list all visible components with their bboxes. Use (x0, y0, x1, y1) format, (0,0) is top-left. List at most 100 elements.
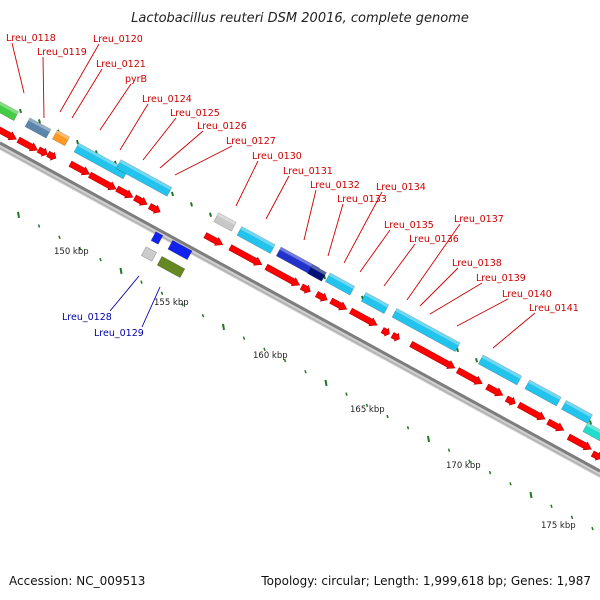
gene-label: Lreu_0134 (376, 182, 426, 193)
callout-line (327, 203, 344, 257)
cds-arrow (36, 146, 48, 157)
callout-line (492, 312, 536, 349)
feature-tick (589, 420, 592, 425)
gene-block-pyrb (115, 159, 173, 197)
gene-block-lreu-0139 (524, 379, 562, 407)
callout-line (419, 267, 459, 307)
callout-line (142, 117, 177, 161)
cds-arrow (329, 297, 348, 311)
scale-tick (304, 369, 307, 374)
cds-arrow (0, 123, 17, 141)
callout-line (359, 229, 391, 273)
gene-label: Lreu_0137 (454, 214, 504, 225)
scale-tick (386, 414, 389, 419)
feature-tick (190, 202, 193, 207)
scale-label: 155 kbp (154, 298, 189, 308)
gene-label: Lreu_0132 (310, 180, 360, 191)
cds-arrow (504, 395, 516, 406)
gene-block-lreu-0138 (477, 354, 523, 386)
cds-arrow (16, 136, 39, 152)
feature-tick (76, 139, 79, 145)
gene-label: pyrB (125, 74, 147, 85)
cds-arrow (566, 433, 592, 451)
cds-arrow (485, 383, 504, 397)
cds-arrow (314, 291, 328, 302)
scale-label: 160 kbp (253, 351, 288, 361)
scale-tick (570, 515, 574, 520)
cds-arrow (299, 283, 311, 294)
feature-tick (209, 212, 212, 218)
gene-block-lreu-0120 (52, 129, 70, 147)
gene-block-lreu-0134 (360, 291, 390, 315)
scale-tick (242, 336, 246, 340)
scale-tick (181, 302, 184, 307)
gene-label: Lreu_0129 (94, 328, 144, 339)
gene-label: Lreu_0124 (142, 94, 192, 105)
gene-callouts: Lreu_0118 Lreu_0119 Lreu_0120 Lreu_0121 pyrB… (6, 33, 579, 349)
scale-tick (427, 435, 430, 443)
cds-arrow (517, 401, 546, 421)
genome-summary-text: Topology: circular; Length: 1,999,618 bp… (260, 574, 591, 588)
callout-line (383, 243, 416, 287)
feature-tick (19, 108, 22, 114)
map-title: Lactobacillus reuteri DSM 20016, complet… (131, 11, 469, 26)
gene-track (0, 97, 600, 442)
scale-tick (509, 482, 512, 486)
gene-label: Lreu_0133 (337, 194, 387, 205)
cds-arrow (264, 263, 301, 286)
scale-tick (17, 211, 20, 219)
cds-arrow (147, 203, 161, 214)
gene-block-lreu-0136 (391, 307, 461, 353)
gene-block-lreu-0118 (0, 97, 19, 121)
scale-tick (283, 358, 287, 363)
scale-tick (324, 379, 328, 387)
cds-arrow (380, 327, 390, 337)
callout-line (456, 298, 509, 327)
feature-tick (38, 119, 41, 124)
gene-block-lreu-0140 (561, 400, 593, 424)
scale-tick (201, 313, 205, 318)
gene-label: Lreu_0130 (252, 151, 302, 162)
callout-line (174, 145, 233, 176)
gene-block-lreu-0129 (156, 255, 186, 279)
genome-backbone (0, 141, 600, 478)
cds-arrow (455, 367, 483, 385)
gene-label: Lreu_0125 (170, 108, 220, 119)
cds-arrow (590, 450, 600, 461)
gene-label: Lreu_0138 (452, 258, 502, 269)
cds-arrow (390, 332, 400, 342)
scale-label: 175 kbp (541, 521, 576, 531)
scale-tick (550, 504, 553, 508)
cds-arrow (133, 194, 148, 206)
scale-label: 165 kbp (350, 405, 385, 415)
cds-arrow (203, 232, 224, 246)
scale-label: 150 kbp (54, 247, 89, 257)
cds-arrow (546, 418, 565, 432)
scale-tick (447, 448, 451, 452)
gene-block-lreu-0128 (140, 246, 158, 262)
gene-label: Lreu_0135 (384, 220, 434, 231)
callout-line (343, 191, 383, 264)
callout-line (99, 83, 132, 131)
feature-tick (456, 347, 459, 353)
accession-text: Accession: NC_009513 (9, 574, 145, 588)
gene-label: Lreu_0141 (529, 303, 579, 314)
gene-block-lreu-0119 (24, 117, 52, 139)
scale-label: 170 kbp (446, 461, 481, 471)
callout-line (429, 282, 483, 315)
callout-line (159, 130, 204, 169)
scale-tick (345, 392, 348, 396)
scale-tick (263, 347, 266, 352)
cds-arrow (88, 171, 117, 191)
callout-line (235, 160, 259, 207)
gene-block-lreu-0127 (213, 212, 237, 232)
gene-block-lreu-0121 (73, 142, 129, 180)
gene-label: Lreu_0127 (226, 136, 276, 147)
gene-block-lreu-0133 (324, 272, 356, 296)
reverse-arrow (167, 239, 193, 261)
gene-label: Lreu_0121 (96, 59, 146, 70)
feature-tick (475, 357, 478, 363)
scale-tick (78, 246, 82, 251)
scale-tick (365, 403, 369, 408)
